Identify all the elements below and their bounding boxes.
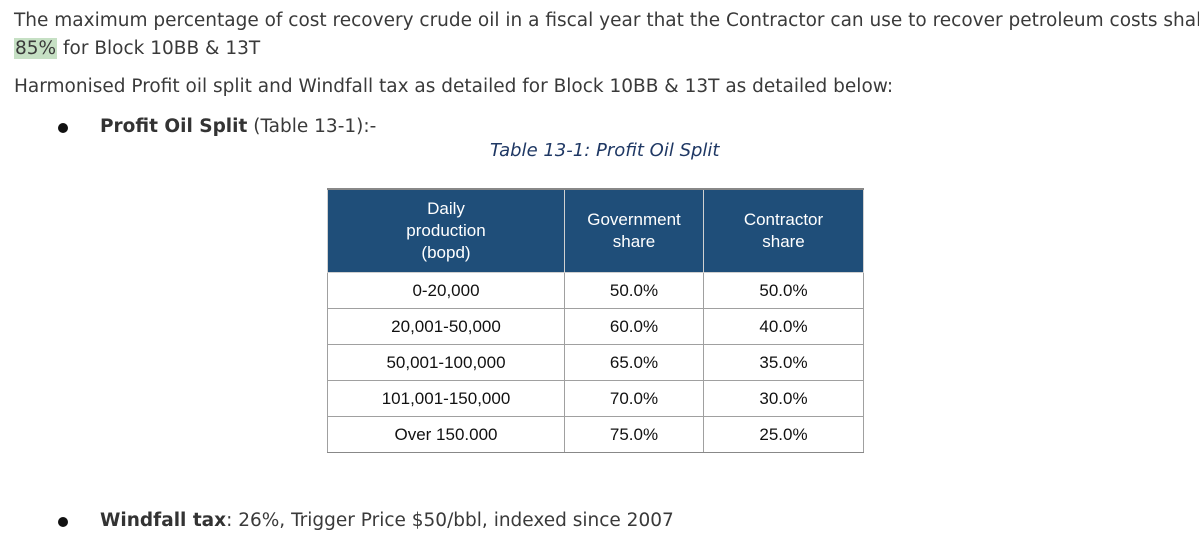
table-header-row: Daily production (bopd) Government share… [327,188,864,273]
table-row: Over 150.000 75.0% 25.0% [327,416,864,453]
highlight-85-percent: 85% [14,38,58,59]
table-caption: Table 13-1: Profit Oil Split [490,140,720,161]
contractor-cell: 30.0% [703,380,864,417]
header-text: production [406,221,486,240]
header-text: share [612,232,656,251]
header-daily-production: Daily production (bopd) [327,188,565,273]
header-text: share [762,232,805,251]
contractor-cell: 40.0% [703,308,864,345]
profit-oil-split-table: Daily production (bopd) Government share… [327,188,864,453]
header-text: Contractor [743,210,824,229]
block-text: for Block 10BB & 13T [57,38,261,59]
header-government-share: Government share [564,188,704,273]
government-cell: 60.0% [564,308,704,345]
contractor-cell: 35.0% [703,344,864,381]
production-cell: 101,001-150,000 [327,380,565,417]
header-contractor-share: Contractor share [703,188,864,273]
windfall-tax-label: Windfall tax [100,510,227,531]
production-cell: 50,001-100,000 [327,344,565,381]
cost-recovery-line2: 85% for Block 10BB & 13T [14,35,260,63]
government-cell: 50.0% [564,272,704,309]
production-cell: 20,001-50,000 [327,308,565,345]
cost-recovery-line1: The maximum percentage of cost recovery … [14,10,1199,31]
table-row: 101,001-150,000 70.0% 30.0% [327,380,864,417]
production-cell: 0-20,000 [327,272,565,309]
harmonised-paragraph: Harmonised Profit oil split and Windfall… [14,76,894,97]
profit-oil-split-label: Profit Oil Split [100,116,248,137]
profit-oil-split-ref: (Table 13-1):- [247,116,377,137]
header-text: Government [587,210,681,229]
contractor-cell: 50.0% [703,272,864,309]
windfall-tax-bullet: Windfall tax: 26%, Trigger Price $50/bbl… [100,508,674,534]
government-cell: 75.0% [564,416,704,453]
table-row: 50,001-100,000 65.0% 35.0% [327,344,864,381]
government-cell: 70.0% [564,380,704,417]
header-text: Daily [427,199,465,218]
bullet-icon [58,123,68,133]
header-text: (bopd) [421,243,471,262]
government-cell: 65.0% [564,344,704,381]
table-row: 20,001-50,000 60.0% 40.0% [327,308,864,345]
bullet-icon [58,517,68,527]
table-row: 0-20,000 50.0% 50.0% [327,272,864,309]
production-cell: Over 150.000 [327,416,565,453]
windfall-tax-details: : 26%, Trigger Price $50/bbl, indexed si… [226,510,674,531]
profit-oil-split-bullet: Profit Oil Split (Table 13-1):- [100,114,376,140]
contractor-cell: 25.0% [703,416,864,453]
